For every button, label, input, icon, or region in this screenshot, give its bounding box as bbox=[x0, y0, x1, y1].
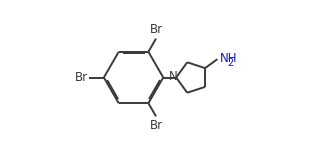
Text: NH: NH bbox=[220, 52, 237, 65]
Text: Br: Br bbox=[75, 71, 88, 84]
Text: 2: 2 bbox=[227, 58, 234, 68]
Text: N: N bbox=[169, 70, 178, 83]
Text: Br: Br bbox=[150, 23, 163, 36]
Text: Br: Br bbox=[150, 119, 163, 132]
